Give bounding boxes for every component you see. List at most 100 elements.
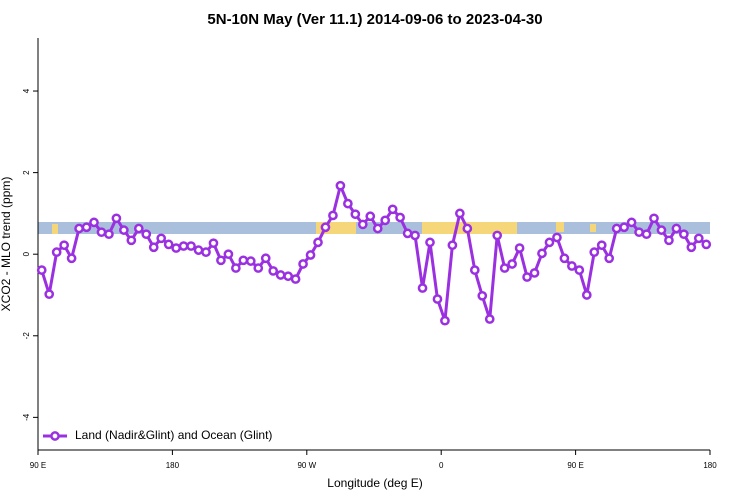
data-point [507, 259, 517, 269]
data-point [350, 209, 361, 220]
data-point [492, 230, 503, 241]
data-point [380, 215, 391, 226]
x-tick-label: 180 [166, 461, 180, 470]
y-tick-label: 4 [22, 88, 31, 93]
data-point [36, 265, 47, 275]
data-point [96, 227, 107, 238]
data-point [51, 247, 62, 258]
data-point [656, 225, 667, 235]
data-point [245, 256, 256, 266]
data-point [574, 265, 585, 275]
data-point [66, 253, 77, 264]
data-point [59, 240, 69, 251]
data-point [148, 242, 159, 253]
data-point [253, 263, 264, 273]
data-point [193, 245, 204, 255]
data-point [104, 229, 114, 240]
data-point [186, 241, 196, 251]
data-point [440, 315, 450, 326]
data-point [462, 223, 473, 234]
data-point [216, 255, 226, 266]
data-point [410, 230, 420, 241]
data-point [596, 240, 607, 251]
data-point [529, 268, 540, 278]
data-point [581, 290, 592, 300]
data-point [231, 263, 241, 273]
data-point [81, 222, 92, 233]
data-point [589, 247, 600, 258]
data-point [163, 239, 174, 250]
data-point [372, 223, 383, 234]
data-point [328, 210, 338, 221]
data-point [417, 283, 428, 293]
data-point [649, 213, 659, 224]
data-point [611, 223, 622, 234]
x-axis-label: Longitude (deg E) [327, 476, 422, 490]
data-point [238, 255, 249, 266]
data-point [119, 225, 129, 235]
data-point [522, 272, 532, 282]
legend-swatch-marker [50, 431, 60, 441]
data-point [455, 208, 465, 219]
data-point [126, 235, 137, 246]
data-point [544, 237, 555, 248]
data-point [283, 271, 293, 282]
chart-title: 5N-10N May (Ver 11.1) 2014-09-06 to 2023… [207, 11, 542, 28]
series-line [40, 180, 708, 322]
data-point [469, 265, 480, 275]
data-point [693, 233, 704, 244]
data-point [133, 223, 144, 234]
data-point [395, 212, 405, 223]
data-point [634, 227, 644, 238]
data-point [626, 217, 637, 228]
data-point [260, 253, 271, 264]
data-point [320, 222, 331, 233]
data-point [290, 274, 301, 284]
data-point [208, 238, 219, 249]
data-point [298, 259, 308, 269]
x-tick-label: 180 [703, 461, 717, 470]
data-point [425, 237, 435, 248]
data-point [313, 237, 323, 248]
x-tick-label: 90 W [297, 461, 316, 470]
y-axis-label: XCO2 - MLO trend (ppm) [0, 177, 13, 312]
data-point [686, 242, 697, 253]
data-point [484, 314, 495, 324]
y-tick-label: -4 [22, 413, 31, 421]
data-point [111, 213, 122, 224]
x-tick-label: 90 E [567, 461, 583, 470]
data-point [604, 253, 615, 264]
y-tick-label: 2 [22, 170, 31, 175]
data-point [619, 222, 629, 233]
data-point [567, 261, 577, 271]
data-point [201, 247, 211, 258]
data-point [74, 223, 84, 234]
data-point [387, 204, 398, 215]
data-point [701, 239, 712, 250]
data-point [447, 240, 458, 251]
data-point [679, 229, 689, 240]
x-tick-label: 90 E [30, 461, 46, 470]
y-tick-label: -2 [22, 332, 31, 340]
data-point [671, 223, 682, 234]
data-point [552, 232, 562, 243]
data-point [275, 270, 286, 280]
data-point [664, 235, 674, 246]
data-point [641, 229, 652, 240]
data-point [365, 211, 376, 222]
data-point [44, 289, 55, 300]
data-point [477, 290, 488, 301]
data-point [402, 228, 413, 239]
data-point [305, 250, 316, 260]
data-point [223, 249, 234, 260]
data-point [559, 253, 570, 264]
data-point [268, 266, 279, 276]
data-point [343, 198, 353, 209]
x-tick-label: 0 [439, 461, 444, 470]
data-point [499, 263, 510, 273]
data-point [89, 217, 99, 228]
data-point [537, 248, 547, 259]
data-point [171, 243, 181, 253]
data-point [141, 229, 152, 240]
